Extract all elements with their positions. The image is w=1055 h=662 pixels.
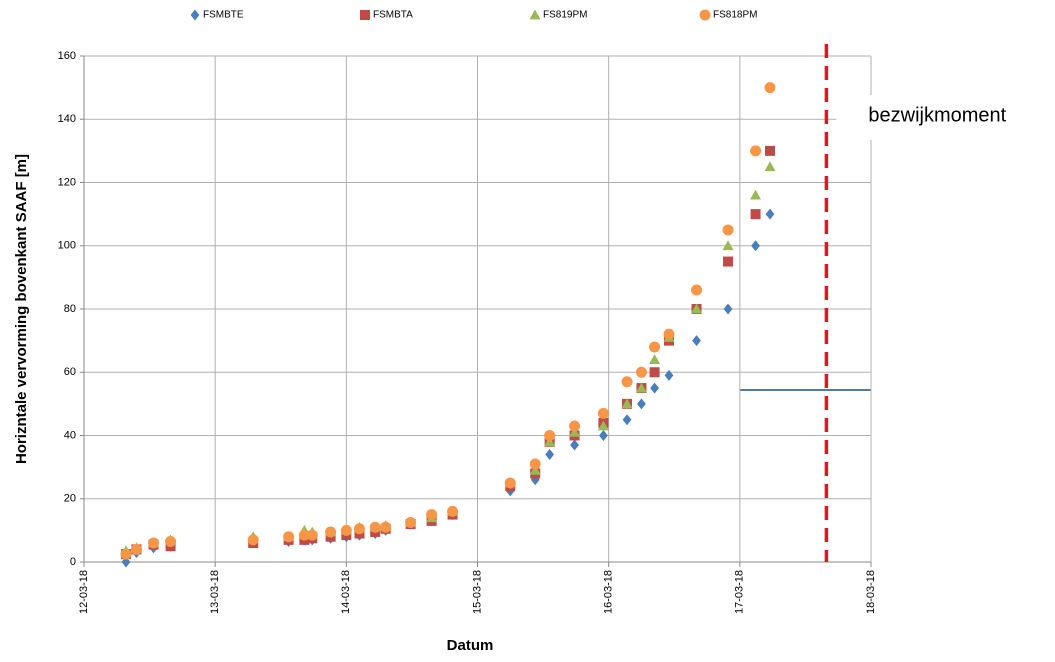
legend-marker	[360, 10, 370, 20]
point	[529, 458, 541, 470]
point	[599, 430, 608, 441]
point	[597, 407, 609, 419]
point	[621, 376, 633, 388]
legend-label: FSMBTA	[373, 10, 413, 21]
point	[750, 189, 762, 200]
point	[723, 303, 733, 315]
point	[621, 398, 633, 409]
point	[750, 145, 762, 157]
x-tick-label: 15-03-18	[471, 570, 483, 614]
annotation-label: bezwijkmoment	[868, 104, 1006, 126]
point	[545, 448, 555, 460]
point	[722, 224, 734, 236]
point	[691, 284, 703, 296]
y-tick-label: 40	[64, 429, 76, 441]
y-tick-label: 80	[64, 303, 76, 315]
legend-label: FSMBTE	[203, 10, 244, 21]
x-tick-label: 14-03-18	[340, 570, 352, 614]
point	[723, 256, 734, 267]
point	[340, 524, 352, 536]
point	[247, 534, 259, 546]
point	[148, 537, 160, 549]
point	[380, 521, 392, 533]
x-tick-label: 13-03-18	[209, 570, 221, 614]
point	[764, 161, 776, 172]
point	[649, 354, 661, 364]
point	[750, 209, 761, 220]
y-tick-label: 100	[58, 240, 76, 252]
y-tick-label: 60	[64, 366, 76, 378]
point	[325, 526, 337, 538]
point	[529, 464, 541, 475]
legend-marker	[699, 9, 711, 21]
point	[637, 398, 646, 410]
point	[597, 420, 609, 431]
point	[635, 366, 647, 378]
point	[504, 477, 516, 489]
point	[764, 82, 776, 94]
point	[691, 303, 703, 314]
legend-marker	[190, 9, 200, 21]
point	[405, 516, 417, 528]
y-tick-label: 140	[58, 113, 76, 125]
point	[751, 240, 760, 252]
point	[165, 535, 177, 547]
point	[353, 523, 365, 535]
legend-marker	[529, 9, 541, 20]
point	[283, 531, 295, 543]
point	[569, 420, 581, 432]
point	[447, 505, 459, 517]
point	[426, 509, 438, 521]
point	[664, 369, 674, 381]
y-tick-label: 20	[64, 493, 76, 505]
x-tick-label: 16-03-18	[603, 570, 615, 614]
y-axis-title: Horizntale vervorming bovenkant SAAF [m]	[13, 154, 30, 464]
x-axis-title: Datum	[447, 637, 494, 654]
point	[765, 145, 776, 156]
point	[622, 414, 632, 426]
legend-label: FS819PM	[543, 10, 587, 21]
point	[306, 529, 318, 541]
y-tick-label: 160	[58, 50, 76, 62]
point	[650, 382, 659, 394]
point	[570, 439, 579, 451]
point	[369, 521, 381, 533]
point	[298, 529, 310, 541]
point	[544, 430, 556, 441]
point	[649, 367, 660, 378]
point	[120, 548, 132, 560]
x-tick-label: 12-03-18	[78, 570, 90, 614]
point	[635, 382, 647, 393]
point	[544, 436, 556, 447]
point	[722, 240, 734, 251]
point	[765, 208, 775, 220]
y-tick-label: 0	[70, 556, 76, 568]
y-tick-label: 120	[58, 176, 76, 188]
point	[130, 543, 142, 555]
point	[649, 341, 661, 353]
point	[121, 556, 131, 568]
point	[663, 328, 675, 340]
x-tick-label: 18-03-18	[865, 570, 877, 614]
point	[692, 335, 701, 347]
annotation-box	[836, 95, 1017, 140]
legend-label: FS818PM	[713, 10, 757, 21]
point	[569, 426, 581, 437]
x-tick-label: 17-03-18	[734, 570, 746, 614]
